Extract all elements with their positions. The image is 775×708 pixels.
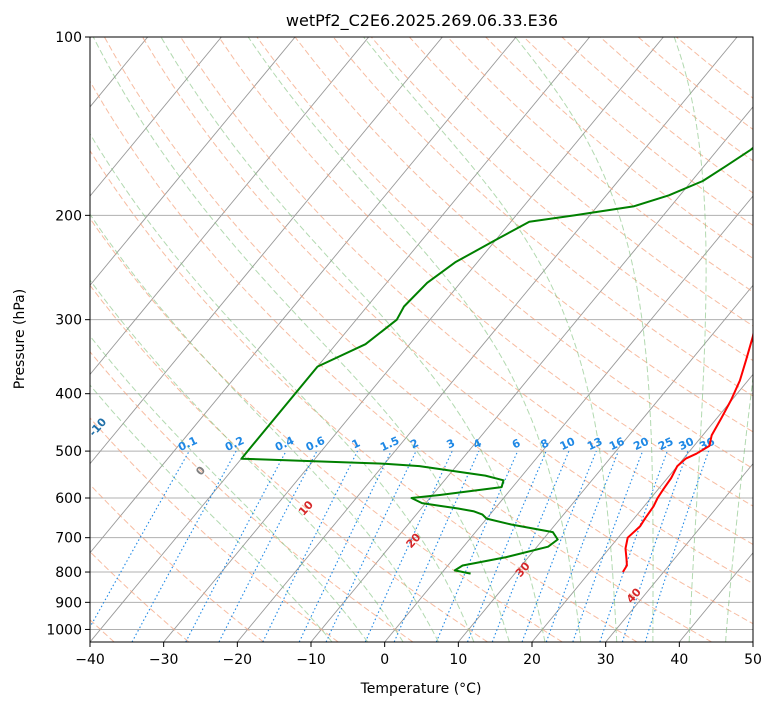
- mixing-ratio-line: [131, 450, 237, 642]
- mixing-ratio-line: [644, 450, 710, 642]
- x-tick-label: 50: [744, 652, 762, 668]
- dry-adiabat-line: [103, 37, 753, 625]
- x-axis-title: Temperature (°C): [360, 681, 482, 697]
- mixing-ratio-label: 30: [677, 435, 697, 453]
- isotherm-line: [90, 37, 370, 376]
- dry-adiabat-line: [180, 37, 753, 546]
- plot-frame: [89, 36, 754, 643]
- mixing-ratio-label: 2: [408, 436, 420, 451]
- moist-adiabat-line: [514, 37, 654, 642]
- y-tick-label: 600: [55, 491, 82, 507]
- dry-adiabat-line: [90, 551, 190, 642]
- dry-adiabat-line: [90, 350, 414, 642]
- isotherm-line: [90, 37, 443, 465]
- dry-adiabat-line: [90, 217, 563, 642]
- dry-adiabat-label: 10: [296, 498, 316, 518]
- y-tick-label: 200: [55, 208, 82, 224]
- x-tick-label: 20: [523, 652, 541, 668]
- dry-adiabat-line: [637, 37, 753, 131]
- dry-adiabat-line: [90, 417, 339, 642]
- isotherm-line: [90, 37, 296, 286]
- x-tick-label: 10: [449, 652, 467, 668]
- isotherm-line: [605, 462, 753, 642]
- mixing-ratio-line: [621, 450, 689, 642]
- y-tick-label: 700: [55, 531, 82, 547]
- mixing-ratio-label: 25: [656, 435, 675, 453]
- dry-adiabat-label: -20: [9, 393, 32, 417]
- mixing-ratio-label: 16: [607, 435, 627, 453]
- mixing-ratio-line: [262, 450, 358, 642]
- moist-adiabat-line: [90, 335, 369, 642]
- y-tick-label: 100: [55, 30, 82, 46]
- moist-adiabat-line: [90, 213, 439, 642]
- mixing-ratio-line: [393, 450, 480, 642]
- isotherm-line: [457, 284, 753, 642]
- temperature-profile-line: [622, 330, 753, 573]
- mixing-ratio-line: [491, 450, 570, 642]
- moist-adiabat-line: [247, 37, 582, 642]
- mixing-ratio-line: [545, 450, 619, 642]
- mixing-ratio-line: [572, 450, 644, 642]
- y-tick-label: 400: [55, 387, 82, 403]
- mixing-ratio-label: 6: [510, 436, 523, 451]
- dry-adiabat-line: [90, 483, 264, 642]
- dry-adiabat-label: 20: [404, 530, 424, 550]
- isotherm-line: [752, 641, 753, 642]
- isotherm-line: [90, 37, 591, 642]
- mixing-ratio-line: [90, 450, 190, 629]
- mixing-ratio-label: 36: [697, 435, 717, 453]
- dry-adiabat-line: [90, 149, 638, 642]
- moist-adiabat-line: [673, 37, 707, 642]
- dry-adiabat-line: [561, 37, 753, 194]
- x-tick-label: 40: [670, 652, 688, 668]
- moist-adiabat-line: [90, 384, 333, 642]
- isotherm-line: [310, 106, 753, 642]
- dry-adiabat-line: [409, 37, 753, 327]
- mixing-ratio-label: 4: [471, 436, 484, 451]
- x-tick-label: −30: [149, 652, 179, 668]
- isotherm-line: [531, 373, 753, 642]
- moist-adiabat-line: [90, 279, 404, 642]
- mixing-ratio-label: 13: [585, 435, 604, 453]
- isotherm-line: [163, 37, 664, 642]
- x-tick-label: 0: [380, 652, 389, 668]
- dry-adiabat-line: [294, 37, 753, 433]
- y-tick-label: 900: [55, 595, 82, 611]
- dry-adiabat-line: [332, 37, 753, 397]
- mixing-ratio-line: [521, 450, 597, 642]
- x-tick-label: −20: [223, 652, 253, 668]
- x-tick-label: 30: [597, 652, 615, 668]
- y-tick-label: 300: [55, 313, 82, 329]
- isotherm-line: [236, 37, 738, 642]
- isotherm-line: [90, 37, 222, 197]
- chart-title: wetPf2_C2E6.2025.269.06.33.E36: [286, 11, 558, 31]
- isotherm-line: [384, 195, 753, 642]
- mixing-ratio-line: [599, 450, 668, 642]
- mixing-ratio-label: 3: [445, 436, 457, 451]
- mixing-ratio-label: 10: [558, 435, 578, 453]
- moist-adiabat-line: [160, 37, 546, 642]
- mixing-ratio-label: 20: [631, 435, 651, 453]
- y-tick-label: 800: [55, 565, 82, 581]
- dry-adiabat-line: [142, 37, 753, 585]
- moist-adiabat-line: [363, 37, 618, 642]
- dry-adiabat-line: [675, 37, 753, 99]
- y-tick-label: 1000: [46, 622, 82, 638]
- x-tick-label: −40: [75, 652, 105, 668]
- moist-adiabat-line: [725, 373, 753, 642]
- mixing-ratio-line: [466, 450, 547, 642]
- mixing-ratio-line: [435, 450, 519, 642]
- dry-adiabat-line: [218, 37, 753, 507]
- mixing-ratio-line: [185, 450, 287, 642]
- moist-adiabat-line: [90, 132, 475, 642]
- dry-adiabat-line: [90, 80, 712, 642]
- isotherm-line: [90, 37, 517, 554]
- y-axis-title: Pressure (hPa): [12, 289, 28, 389]
- dewpoint-profile-line: [240, 146, 753, 575]
- dry-adiabat-line: [90, 284, 488, 642]
- x-tick-label: −10: [296, 652, 326, 668]
- y-tick-label: 500: [55, 444, 82, 460]
- moist-adiabat-line: [92, 37, 510, 642]
